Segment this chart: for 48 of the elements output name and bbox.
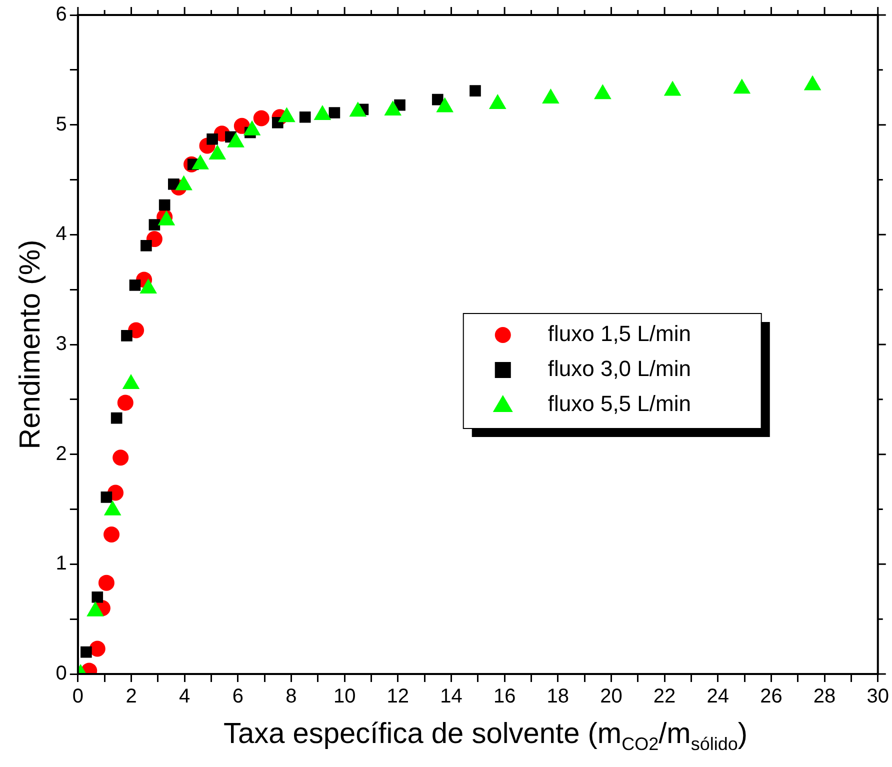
y-tick-label: 1 bbox=[56, 552, 67, 575]
point bbox=[117, 394, 134, 411]
point bbox=[432, 94, 444, 106]
point bbox=[121, 330, 132, 342]
point bbox=[140, 240, 152, 252]
x-tick-label: 18 bbox=[546, 686, 570, 708]
x-tick-label: 0 bbox=[72, 686, 84, 708]
point bbox=[158, 199, 170, 211]
point bbox=[253, 110, 270, 126]
x-tick-label: 30 bbox=[866, 686, 889, 708]
legend-label: fluxo 1,5 L/min bbox=[548, 321, 691, 346]
point bbox=[92, 591, 104, 603]
x-tick-label: 4 bbox=[179, 686, 190, 708]
point bbox=[100, 492, 112, 503]
x-tick-label: 6 bbox=[232, 686, 244, 708]
x-tick-label: 24 bbox=[706, 686, 730, 708]
x-tick-label: 20 bbox=[600, 686, 622, 708]
y-tick-label: 4 bbox=[56, 223, 67, 246]
x-tick-label: 14 bbox=[440, 686, 462, 708]
point bbox=[470, 85, 481, 96]
point bbox=[80, 646, 92, 658]
y-tick-label: 6 bbox=[56, 4, 67, 26]
point bbox=[328, 107, 340, 118]
point bbox=[112, 450, 129, 466]
x-tick-label: 26 bbox=[760, 686, 782, 708]
point bbox=[104, 526, 120, 543]
legend-label: fluxo 3,0 L/min bbox=[548, 356, 691, 382]
x-tick-label: 12 bbox=[386, 686, 410, 708]
y-tick-label: 0 bbox=[56, 662, 67, 685]
y-tick-label: 2 bbox=[56, 442, 67, 465]
x-axis-title: Taxa específica de solvente (m$_{CO2}$/m$_{sólido}$) bbox=[222, 718, 749, 755]
x-tick-label: 16 bbox=[493, 686, 516, 708]
x-tick-label: 10 bbox=[333, 686, 356, 708]
point bbox=[110, 412, 122, 424]
x-tick-label: 8 bbox=[286, 686, 297, 708]
legend-label: fluxo 5,5 L/min bbox=[548, 391, 691, 416]
x-tick-label: 22 bbox=[653, 686, 676, 708]
x-tick-label: 28 bbox=[813, 686, 836, 708]
point bbox=[89, 640, 106, 657]
point bbox=[129, 280, 141, 291]
point bbox=[148, 219, 160, 230]
point bbox=[206, 133, 218, 145]
y-tick-label: 3 bbox=[56, 333, 67, 356]
point bbox=[299, 111, 311, 123]
point bbox=[98, 574, 114, 591]
x-tick-label: 2 bbox=[126, 686, 137, 708]
y-axis-title: Rendimento (%) bbox=[14, 240, 46, 450]
y-tick-label: 5 bbox=[56, 113, 67, 136]
